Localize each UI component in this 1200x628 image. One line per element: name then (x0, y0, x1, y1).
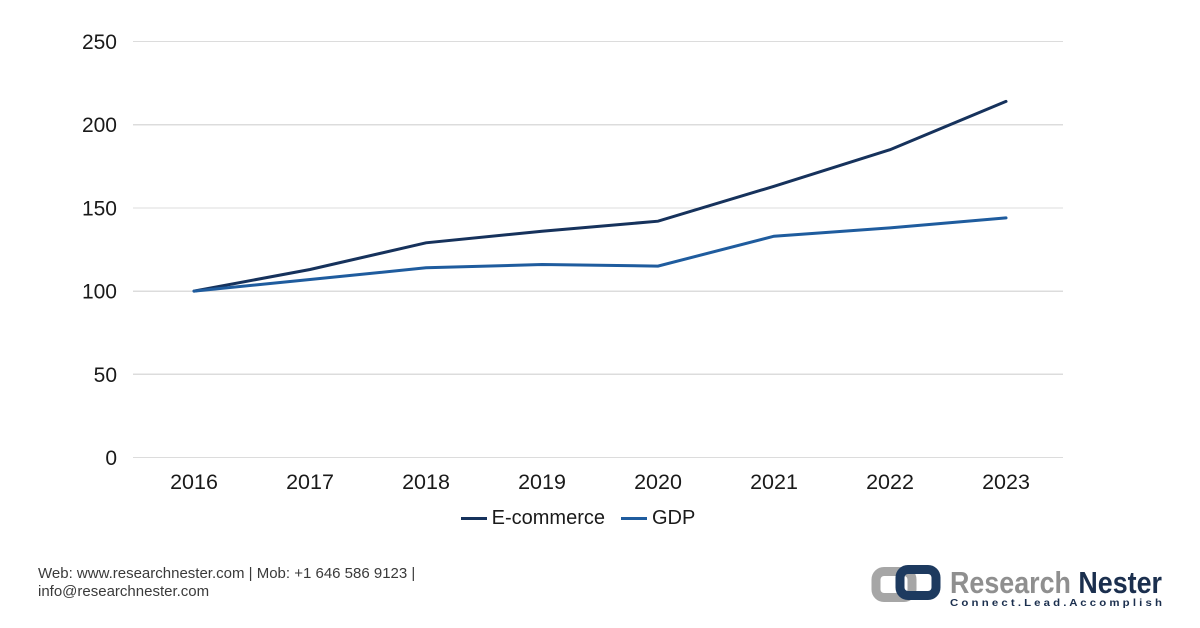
ecommerce-line-swatch (460, 516, 487, 520)
contact-info: Web: www.researchnester.com | Mob: +1 64… (38, 565, 415, 601)
x-tick-label-2022: 2022 (866, 470, 914, 494)
series-line-gdp (192, 216, 1008, 293)
gdp-line-swatch (621, 516, 647, 520)
y-tick-label-250: 250 (82, 31, 117, 54)
chart-canvas: 0 50 100 150 200 250 2016 2017 2018 2019 2020 2021 2… (82, 31, 1063, 494)
x-tick-label-2017: 2017 (286, 470, 334, 494)
y-tick-label-50: 50 (94, 364, 117, 387)
brand-name: Research Nester (950, 565, 1162, 600)
contact-line-1: Web: www.researchnester.com | Mob: +1 64… (38, 565, 416, 582)
footer: Web: www.researchnester.com | Mob: +1 64… (0, 553, 1200, 628)
x-tick-label-2021: 2021 (750, 470, 798, 494)
x-tick-label-2016: 2016 (170, 470, 218, 494)
y-tick-label-150: 150 (82, 197, 117, 220)
x-tick-label-2019: 2019 (518, 470, 566, 494)
brand-nester: Nester (1078, 565, 1162, 600)
contact-line-2: info@researchnester.com (38, 583, 210, 600)
brand-research: Research (950, 565, 1071, 600)
legend-label-gdp: GDP (652, 506, 696, 529)
x-tick-label-2020: 2020 (634, 470, 682, 494)
brand-tagline: C o n n e c t . L e a d . A c c o m p l … (950, 598, 1162, 609)
legend-label-ecommerce: E-commerce (491, 506, 605, 529)
legend-item-gdp: GDP (621, 507, 695, 530)
chain-link-navy (895, 565, 941, 600)
chart-legend: E-commerce GDP (0, 503, 1178, 533)
logo-canvas: Research Nester C o n n e c t . L e a d … (871, 565, 1162, 609)
series-line-e-commerce (192, 99, 1008, 293)
chain-link-gray (871, 567, 917, 602)
legend-item-ecommerce: E-commerce (460, 506, 605, 530)
x-tick-label-2018: 2018 (402, 470, 450, 494)
x-tick-label-2023: 2023 (982, 470, 1030, 494)
line-chart: 0 50 100 150 200 250 2016 2017 2018 2019 2020 2021 2… (82, 31, 1063, 494)
research-nester-logo: Research Nester C o n n e c t . L e a d … (860, 553, 1164, 617)
chain-links-icon (871, 565, 941, 602)
y-tick-label-100: 100 (82, 281, 117, 304)
y-tick-label-0: 0 (105, 447, 117, 470)
y-tick-label-200: 200 (82, 114, 117, 137)
